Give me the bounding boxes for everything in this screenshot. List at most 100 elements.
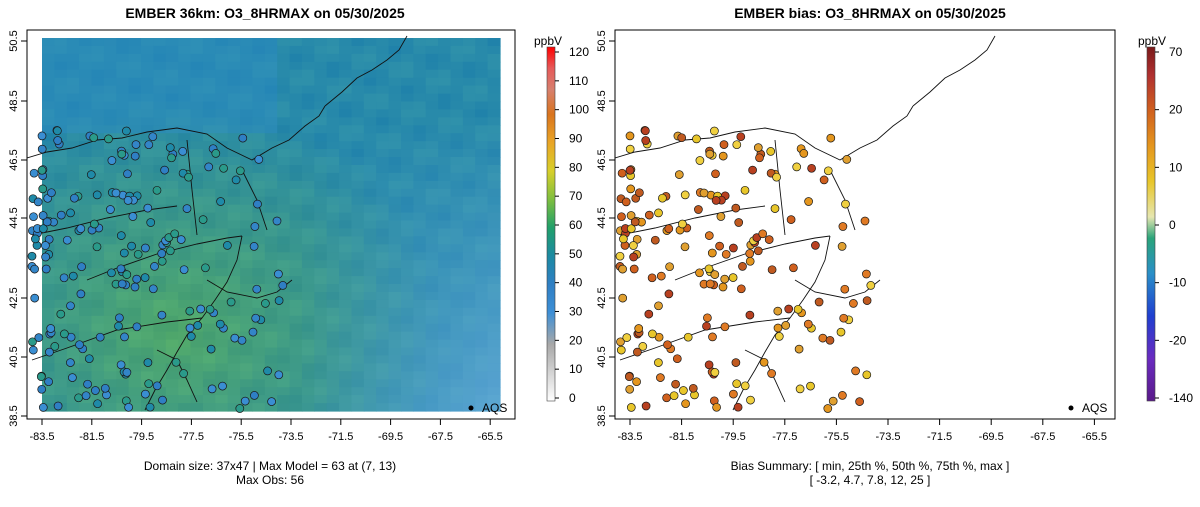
model-cell: [289, 347, 303, 356]
model-cell: [103, 403, 117, 412]
model-cell: [376, 125, 390, 134]
model-cell: [376, 204, 390, 214]
model-cell: [438, 165, 452, 174]
model-cell: [277, 133, 291, 142]
model-cell: [103, 196, 117, 206]
model-cell: [215, 363, 229, 372]
model-cell: [264, 228, 278, 237]
model-cell: [339, 61, 353, 71]
site-marker: [707, 248, 717, 258]
model-cell: [264, 180, 278, 190]
model-cell: [326, 347, 340, 356]
model-cell: [202, 395, 216, 404]
site-marker: [254, 155, 264, 164]
model-cell: [141, 196, 154, 206]
site-marker: [745, 310, 755, 320]
model-cell: [475, 180, 489, 190]
site-marker: [250, 391, 259, 400]
colorbar-tick-label: 20: [1169, 103, 1183, 117]
model-cell: [314, 196, 328, 206]
site-marker: [708, 332, 717, 342]
model-cell: [252, 292, 266, 301]
model-cell: [91, 236, 105, 245]
model-cell: [326, 331, 340, 341]
model-cell: [103, 276, 117, 285]
site-marker: [695, 268, 704, 278]
model-cell: [178, 141, 192, 150]
model-cell: [252, 85, 266, 95]
model-cell: [165, 101, 179, 110]
model-cell: [66, 101, 80, 110]
model-cell: [91, 141, 105, 150]
site-marker: [622, 333, 632, 342]
model-cell: [128, 172, 142, 182]
model-cell: [289, 284, 303, 293]
model-cell: [450, 307, 464, 317]
model-cell: [326, 45, 340, 55]
model-cell: [215, 188, 229, 198]
model-cell: [116, 299, 130, 309]
site-marker: [842, 155, 852, 164]
model-cell: [487, 371, 501, 380]
site-marker: [629, 241, 638, 250]
model-cell: [401, 45, 414, 55]
model-cell: [388, 77, 402, 87]
model-cell: [425, 347, 439, 356]
model-cell: [339, 339, 353, 349]
model-cell: [413, 45, 427, 55]
model-cell: [128, 133, 142, 142]
model-cell: [289, 45, 303, 55]
model-cell: [240, 45, 254, 55]
model-cell: [227, 180, 241, 190]
model-cell: [215, 387, 229, 396]
model-cell: [475, 45, 489, 55]
model-cell: [54, 77, 68, 87]
model-cell: [153, 371, 167, 380]
model-cell: [79, 331, 93, 341]
model-cell: [178, 220, 192, 229]
model-cell: [301, 260, 315, 269]
model-cell: [462, 315, 476, 325]
model-cell: [487, 45, 501, 55]
model-cell: [141, 180, 154, 190]
model-cell: [475, 85, 489, 95]
site-marker: [92, 190, 102, 200]
model-cell: [401, 61, 414, 71]
model-cell: [450, 268, 464, 277]
model-cell: [240, 387, 254, 396]
model-cell: [376, 93, 390, 103]
model-cell: [91, 268, 105, 277]
site-marker: [634, 324, 644, 333]
model-cell: [339, 133, 353, 142]
model-cell: [141, 125, 154, 134]
x-tick-label: -77.5: [179, 431, 204, 443]
model-cell: [314, 125, 328, 134]
model-cell: [289, 125, 303, 134]
model-cell: [289, 204, 303, 214]
site-marker: [31, 234, 40, 244]
model-cell: [116, 109, 130, 118]
model-cell: [252, 133, 266, 142]
model-cell: [339, 347, 353, 356]
model-cell: [339, 260, 353, 269]
model-cell: [314, 77, 328, 87]
model-cell: [363, 387, 377, 396]
model-cell: [363, 204, 377, 214]
model-cell: [363, 299, 377, 309]
site-marker: [198, 215, 208, 224]
model-cell: [314, 331, 328, 341]
y-tick-label: 46.5: [596, 149, 608, 170]
site-marker: [746, 395, 755, 405]
model-cell: [475, 38, 489, 47]
model-cell: [413, 180, 427, 190]
model-cell: [487, 69, 501, 79]
model-cell: [202, 379, 216, 388]
model-cell: [128, 204, 142, 214]
model-cell: [450, 292, 464, 301]
model-cell: [376, 149, 390, 158]
model-cell: [116, 236, 130, 245]
model-cell: [190, 45, 204, 55]
model-cell: [79, 165, 93, 174]
model-cell: [314, 236, 328, 245]
model-cell: [314, 339, 328, 349]
